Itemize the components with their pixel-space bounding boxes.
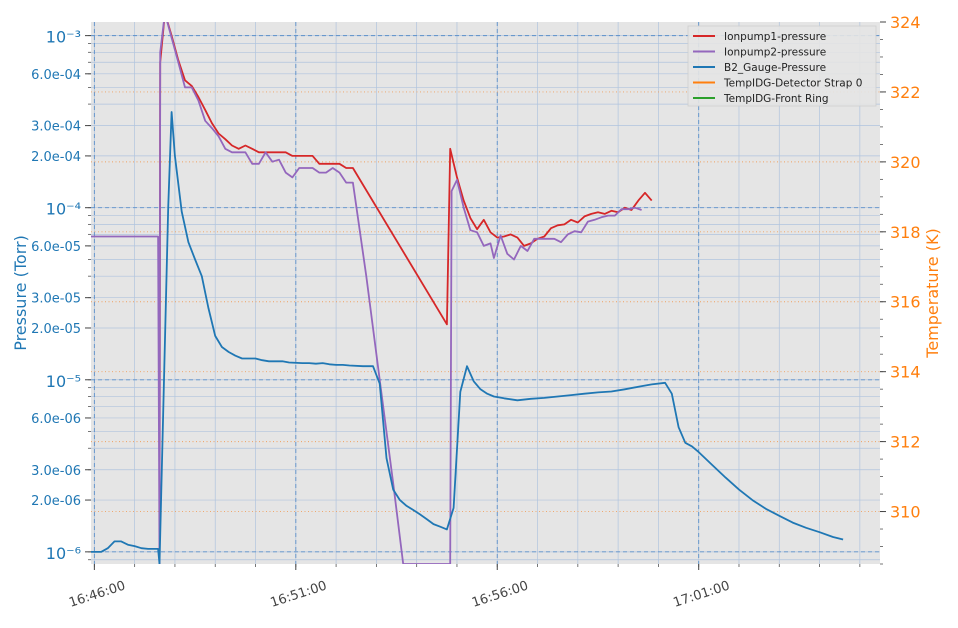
x-tick-label: 16:51:00 [269, 579, 329, 611]
y-left-tick-label: 10⁻⁶ [46, 544, 81, 563]
y-left-tick-label: 6.0e-05 [31, 240, 81, 255]
y-left-tick-label: 6.0e-04 [31, 68, 81, 83]
y-left-tick-label: 3.0e-06 [31, 464, 81, 479]
x-tick-label: 16:46:00 [67, 579, 127, 611]
legend: Ionpump1-pressure Ionpump2-pressure B2_Gau… [687, 25, 877, 107]
y-right-tick-label: 314 [890, 363, 921, 382]
y-axis-label-left: Pressure (Torr) [11, 235, 30, 351]
legend-box [687, 25, 877, 107]
x-tick-label: 16:56:00 [470, 579, 530, 611]
x-tick-label: 17:01:00 [672, 579, 732, 611]
y-left-tick-label: 10⁻⁵ [46, 372, 81, 391]
y-left-tick-label: 10⁻³ [46, 28, 81, 47]
legend-entry-label: Ionpump2-pressure [724, 47, 826, 59]
y-left-tick-label: 10⁻⁴ [46, 200, 81, 219]
plot-background [91, 22, 880, 564]
y-right-tick-label: 312 [890, 433, 921, 452]
y-right-tick-label: 320 [890, 153, 921, 172]
y-right-tick-label: 316 [890, 293, 921, 312]
legend-entry-label: TempIDG-Detector Strap 0 [723, 78, 862, 90]
y-left-tick-label: 2.0e-06 [31, 494, 81, 509]
legend-entry-label: B2_Gauge-Pressure [724, 62, 826, 74]
legend-entry-label: Ionpump1-pressure [724, 31, 826, 43]
y-left-tick-label: 3.0e-04 [31, 120, 81, 135]
y-left-tick-label: 6.0e-06 [31, 412, 81, 427]
y-right-tick-label: 324 [890, 13, 921, 32]
y-left-tick-label: 2.0e-04 [31, 150, 81, 165]
series-line-b2-gauge-pressure [91, 111, 844, 564]
y-right-tick-label: 318 [890, 223, 921, 242]
y-axis-label-right: Temperature (K) [923, 228, 942, 358]
legend-entry-label: TempIDG-Front Ring [723, 93, 829, 105]
series-line-ionpump2-pressure [91, 22, 642, 564]
series-layer [91, 22, 844, 564]
y-left-tick-label: 3.0e-05 [31, 292, 81, 307]
y-right-tick-label: 322 [890, 83, 921, 102]
y-left-tick-label: 2.0e-05 [31, 322, 81, 337]
y-right-tick-label: 310 [890, 503, 921, 522]
series-line-ionpump1-pressure [158, 22, 653, 564]
